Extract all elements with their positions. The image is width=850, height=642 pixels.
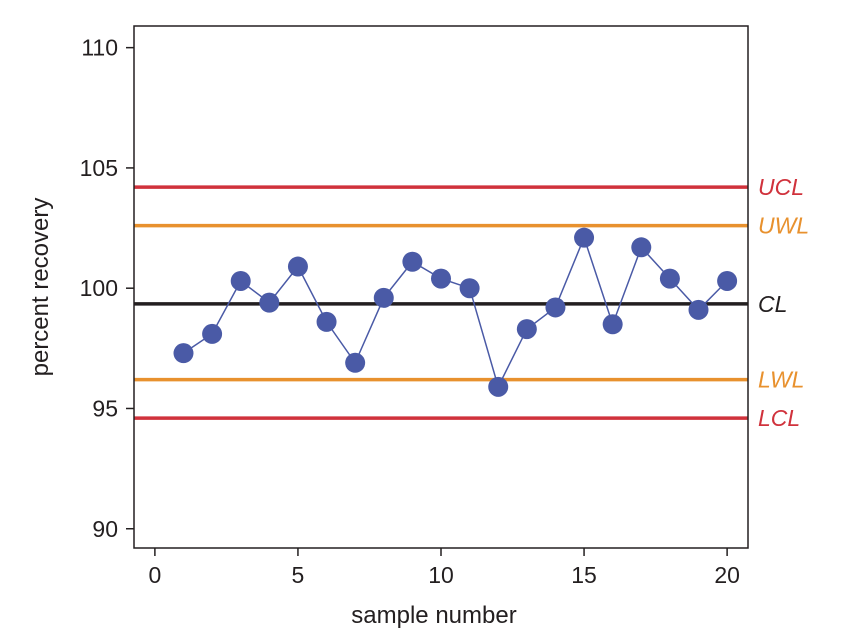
data-point [516,319,537,340]
data-point [373,287,394,308]
data-point [230,270,251,291]
data-point [173,343,194,364]
data-point [402,251,423,272]
x-tick-label: 0 [148,562,161,588]
x-tick-label: 15 [571,562,597,588]
data-point [345,352,366,373]
data-point [602,314,623,335]
reference-label-lwl: LWL [758,367,804,393]
reference-label-uwl: UWL [758,213,809,239]
data-point [488,376,509,397]
x-tick-label: 5 [292,562,305,588]
data-point [545,297,566,318]
data-point [459,278,480,299]
y-tick-label: 95 [92,395,118,421]
y-axis-label: percent recovery [27,198,54,377]
y-tick-label: 90 [92,516,118,542]
data-point [431,268,451,289]
data-point [316,311,337,332]
data-point [287,256,308,277]
reference-label-lcl: LCL [758,405,800,431]
reference-label-ucl: UCL [758,174,804,200]
series-line [183,235,728,389]
x-tick-label: 10 [428,562,454,588]
data-point [717,270,738,291]
data-point [631,237,652,258]
x-axis-label: sample number [351,602,516,629]
reference-label-cl: CL [758,291,787,317]
data-point [259,292,280,313]
data-point [659,268,680,289]
data-point [202,323,223,344]
data-point [574,227,595,248]
y-tick-label: 105 [80,155,118,181]
y-tick-label: 100 [80,275,118,301]
x-tick-label: 20 [714,562,740,588]
data-point [688,299,709,320]
y-tick-label: 110 [81,35,118,61]
